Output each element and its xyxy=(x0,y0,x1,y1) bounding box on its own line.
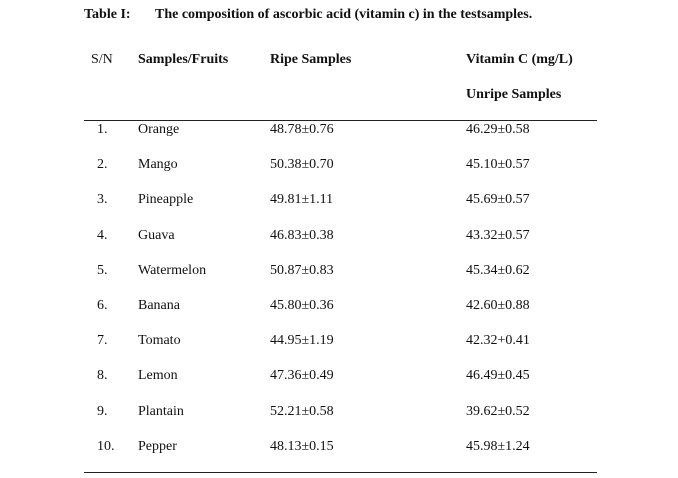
cell-fruit: Guava xyxy=(138,227,175,243)
cell-unripe: 45.10±0.57 xyxy=(466,157,530,173)
cell-unripe: 46.29±0.58 xyxy=(466,122,530,137)
cell-sn: 1. xyxy=(97,122,108,137)
cell-ripe: 46.83±0.38 xyxy=(270,227,334,243)
cell-ripe: 50.38±0.70 xyxy=(270,157,334,173)
table-caption-text: The composition of ascorbic acid (vitami… xyxy=(155,7,533,22)
header-fruit: Samples/Fruits xyxy=(138,52,229,67)
bottom-rule xyxy=(84,472,597,473)
table-row: 1. Orange 48.78±0.76 46.29±0.58 xyxy=(0,122,678,142)
cell-ripe: 48.78±0.76 xyxy=(270,122,334,137)
cell-unripe: 45.69±0.57 xyxy=(466,192,530,208)
cell-ripe: 47.36±0.49 xyxy=(270,368,334,384)
cell-ripe: 50.87±0.83 xyxy=(270,262,334,278)
table-row: 9. Plantain 52.21±0.58 39.62±0.52 xyxy=(0,404,678,424)
cell-sn: 4. xyxy=(97,227,108,243)
cell-unripe: 43.32±0.57 xyxy=(466,227,530,243)
table-row: 8. Lemon 47.36±0.49 46.49±0.45 xyxy=(0,368,678,388)
cell-unripe: 39.62±0.52 xyxy=(466,403,530,419)
header-ripe: Ripe Samples xyxy=(270,52,352,67)
header-rule xyxy=(84,120,597,121)
cell-unripe: 42.32+0.41 xyxy=(466,333,530,349)
cell-unripe: 45.34±0.62 xyxy=(466,262,530,278)
table-row: 7. Tomato 44.95±1.19 42.32+0.41 xyxy=(0,333,678,353)
table-caption-label: Table I: xyxy=(84,7,131,22)
header-sn: S/N xyxy=(91,52,113,67)
cell-ripe: 52.21±0.58 xyxy=(270,403,334,419)
cell-fruit: Plantain xyxy=(138,403,184,419)
cell-ripe: 45.80±0.36 xyxy=(270,298,334,313)
cell-sn: 9. xyxy=(97,403,108,419)
cell-fruit: Banana xyxy=(138,298,180,313)
table-row: 3. Pineapple 49.81±1.11 45.69±0.57 xyxy=(0,192,678,212)
header-unripe: Unripe Samples xyxy=(466,87,562,102)
cell-fruit: Mango xyxy=(138,157,178,173)
cell-sn: 2. xyxy=(97,157,108,173)
cell-fruit: Pineapple xyxy=(138,192,194,208)
cell-sn: 6. xyxy=(97,298,108,313)
cell-fruit: Pepper xyxy=(138,438,177,454)
cell-fruit: Orange xyxy=(138,122,180,137)
cell-fruit: Watermelon xyxy=(138,262,207,278)
table-row: 4. Guava 46.83±0.38 43.32±0.57 xyxy=(0,228,678,248)
cell-unripe: 42.60±0.88 xyxy=(466,298,530,313)
cell-sn: 8. xyxy=(97,368,108,384)
table-row: 6. Banana 45.80±0.36 42.60±0.88 xyxy=(0,298,678,318)
table-row: 10. Pepper 48.13±0.15 45.98±1.24 xyxy=(0,439,678,459)
header-vitamin-c: Vitamin C (mg/L) xyxy=(466,52,573,67)
cell-sn: 7. xyxy=(97,333,108,349)
cell-ripe: 44.95±1.19 xyxy=(270,333,334,349)
table-row: 2. Mango 50.38±0.70 45.10±0.57 xyxy=(0,157,678,177)
cell-sn: 5. xyxy=(97,262,108,278)
cell-ripe: 48.13±0.15 xyxy=(270,438,334,454)
table-caption: Table I: The composition of ascorbic acid… xyxy=(84,7,532,23)
table-row: 5. Watermelon 50.87±0.83 45.34±0.62 xyxy=(0,263,678,283)
cell-unripe: 45.98±1.24 xyxy=(466,438,530,454)
cell-fruit: Lemon xyxy=(138,368,178,384)
cell-fruit: Tomato xyxy=(138,333,181,349)
cell-sn: 3. xyxy=(97,192,108,208)
cell-unripe: 46.49±0.45 xyxy=(466,368,530,384)
cell-sn: 10. xyxy=(97,438,115,454)
cell-ripe: 49.81±1.11 xyxy=(270,192,334,208)
